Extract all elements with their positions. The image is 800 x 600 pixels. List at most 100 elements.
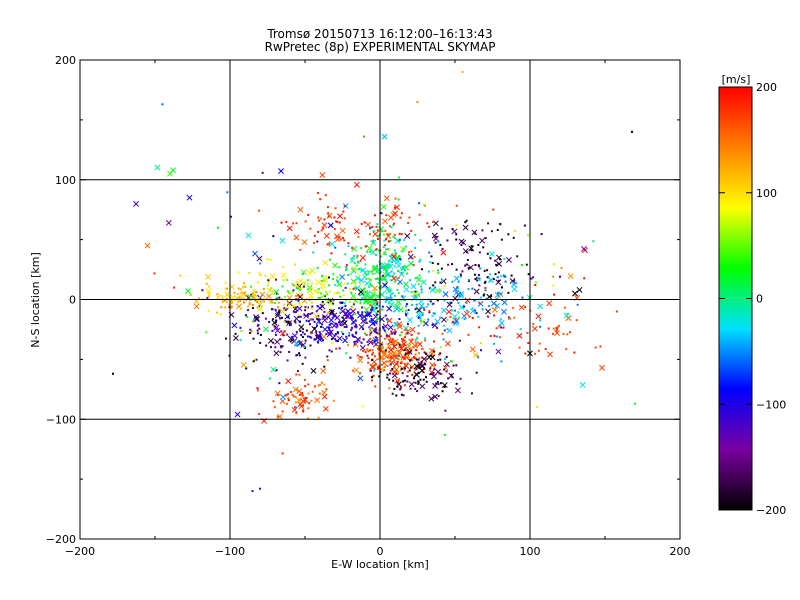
data-point-dot (338, 291, 341, 294)
data-point-dot (367, 361, 370, 364)
data-point-cross (446, 327, 453, 334)
data-point-dot (381, 350, 384, 353)
data-point-dot (401, 250, 404, 253)
data-point-dot (242, 282, 245, 285)
data-point-dot (310, 399, 313, 402)
data-point-dot (374, 355, 377, 358)
data-point-cross (352, 297, 359, 304)
data-point-dot (404, 352, 407, 355)
data-point-dot (343, 217, 346, 220)
data-point-cross (440, 249, 447, 256)
data-point-dot (308, 402, 311, 405)
data-point-dot (259, 273, 262, 276)
data-point-dot (433, 368, 436, 371)
data-point-dot (425, 376, 428, 379)
data-point-dot (423, 308, 426, 311)
x-tick-label: −100 (215, 545, 245, 558)
data-point-dot (278, 311, 281, 314)
data-point-dot (552, 284, 555, 287)
data-point-dot (419, 313, 422, 316)
data-point-dot (350, 329, 353, 332)
data-point-dot (414, 357, 417, 360)
data-point-dot (378, 286, 381, 289)
data-point-dot (291, 291, 294, 294)
data-point-dot (280, 346, 283, 349)
data-point-dot (460, 275, 463, 278)
data-point-dot (383, 329, 386, 332)
data-point-dot (303, 283, 306, 286)
data-point-dot (350, 327, 353, 330)
data-point-cross (286, 300, 293, 307)
data-point-dot (373, 214, 376, 217)
data-point-dot (307, 392, 310, 395)
data-point-dot (557, 324, 560, 327)
data-point-dot (305, 305, 308, 308)
data-point-cross (394, 258, 401, 265)
data-point-dot (230, 215, 233, 218)
data-point-dot (327, 301, 330, 304)
data-point-dot (273, 301, 276, 304)
data-point-cross (576, 286, 583, 293)
data-point-dot (420, 291, 423, 294)
data-point-dot (471, 307, 474, 310)
data-point-dot (238, 296, 241, 299)
data-point-cross (409, 326, 416, 333)
data-point-dot (233, 291, 236, 294)
data-point-dot (340, 301, 343, 304)
data-point-cross (387, 263, 394, 270)
data-point-dot (255, 358, 258, 361)
data-point-cross (599, 364, 605, 371)
data-point-cross (390, 253, 397, 260)
data-point-cross (350, 293, 357, 299)
data-point-dot (307, 213, 310, 216)
data-point-dot (305, 319, 308, 322)
data-point-dot (310, 307, 313, 310)
data-point-dot (534, 352, 537, 355)
data-point-dot (371, 353, 374, 356)
data-point-dot (243, 291, 246, 294)
data-point-dot (510, 274, 513, 277)
data-point-dot (411, 357, 414, 360)
data-point-dot (478, 284, 481, 287)
data-point-dot (376, 302, 379, 305)
x-tick-label: 100 (520, 545, 541, 558)
data-point-dot (381, 265, 384, 268)
data-point-dot (271, 290, 274, 293)
data-point-dot (316, 240, 319, 243)
data-point-dot (324, 194, 327, 197)
data-point-cross (231, 322, 238, 329)
data-point-dot (390, 254, 393, 257)
data-point-cross (320, 282, 327, 289)
data-point-cross (407, 253, 414, 260)
data-point-dot (365, 333, 368, 336)
data-point-dot (498, 336, 501, 339)
data-point-cross (505, 256, 512, 263)
data-point-dot (431, 323, 434, 326)
data-point-dot (424, 337, 427, 340)
data-point-dot (408, 369, 411, 372)
data-point-dot (251, 307, 254, 310)
data-point-dot (287, 291, 290, 294)
data-point-dot (410, 250, 413, 253)
data-point-dot (370, 270, 373, 273)
data-point-dot (399, 216, 402, 219)
data-point-dot (252, 360, 255, 363)
data-point-dot (309, 344, 312, 347)
data-point-dot (320, 325, 323, 328)
data-point-cross (387, 347, 394, 354)
data-point-dot (455, 224, 458, 227)
data-point-dot (332, 302, 335, 305)
data-point-cross (310, 367, 317, 374)
data-point-cross (334, 236, 341, 243)
data-point-cross (580, 245, 587, 252)
colorbar-tick-label: −200 (756, 504, 786, 517)
data-point-cross (441, 382, 448, 389)
data-point-dot (367, 357, 370, 360)
data-point-dot (282, 266, 285, 269)
data-point-dot (237, 271, 240, 274)
data-point-cross (350, 308, 357, 315)
data-point-dot (407, 356, 410, 359)
data-point-dot (403, 336, 406, 339)
data-point-dot (291, 393, 294, 396)
data-point-dot (336, 340, 339, 343)
